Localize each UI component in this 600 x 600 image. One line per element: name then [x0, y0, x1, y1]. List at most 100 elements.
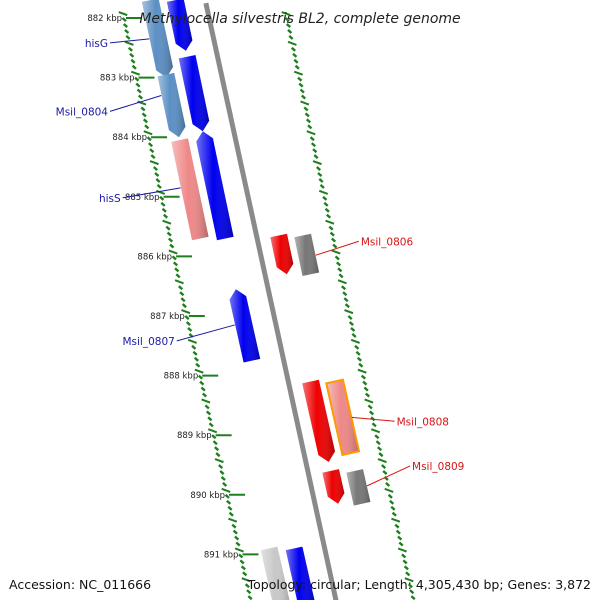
- gc-skew-mark: [130, 70, 141, 76]
- gc-skew-mark: [181, 303, 187, 309]
- gene-label-text: hisS: [99, 193, 121, 205]
- gc-skew-mark: [344, 309, 354, 315]
- gc-skew-mark: [309, 136, 315, 142]
- gc-skew-mark: [401, 553, 407, 559]
- gc-skew-mark: [324, 207, 330, 213]
- gene-label-Msil_0806: Msil_0806: [315, 236, 414, 256]
- gc-skew-mark: [300, 100, 310, 106]
- gc-skew-mark: [360, 374, 366, 380]
- gc-skew-mark: [364, 398, 374, 404]
- gc-skew-mark: [235, 541, 241, 547]
- tick-label: 888 kbp: [164, 372, 199, 382]
- gc-skew-mark: [241, 577, 251, 583]
- gene-label-hisS: hisS: [99, 187, 181, 205]
- gc-skew-mark: [323, 201, 329, 207]
- gc-skew-mark: [305, 118, 312, 124]
- gc-skew-mark: [391, 517, 401, 523]
- gc-skew-mark: [403, 565, 409, 571]
- gc-skew-mark: [281, 11, 291, 17]
- gc-skew-mark: [334, 255, 340, 261]
- gc-skew-mark: [242, 571, 248, 577]
- gene-label-text: Msil_0808: [397, 416, 449, 428]
- gc-skew-mark: [168, 249, 178, 255]
- gc-skew-mark: [336, 261, 342, 267]
- gc-skew-mark: [331, 249, 341, 255]
- gc-skew-mark: [231, 523, 237, 529]
- gc-skew-mark: [228, 511, 234, 517]
- gc-skew-mark: [294, 64, 300, 70]
- feature-hisG-cds: [166, 0, 193, 51]
- gc-skew-mark: [152, 166, 159, 171]
- gc-skew-mark: [205, 410, 212, 416]
- gene-labels: hisG Msil_0804 hisS Msil_0806 Msil_0807 Msil_…: [56, 38, 464, 487]
- gc-skew-mark: [134, 76, 140, 82]
- gc-skew-mark: [219, 470, 225, 475]
- gc-skew-mark: [238, 553, 244, 559]
- gc-skew-mark: [362, 380, 368, 386]
- gc-skew-mark: [332, 243, 338, 249]
- gc-skew-mark: [150, 154, 156, 160]
- gc-skew-mark: [377, 446, 383, 452]
- tick-label: 885 kbp: [125, 193, 160, 203]
- gc-skew-mark: [384, 487, 394, 493]
- gene-label-text: Msil_0806: [361, 236, 414, 248]
- gc-skew-mark: [165, 225, 171, 231]
- gc-skew-mark: [185, 321, 191, 326]
- gc-skew-mark: [161, 207, 167, 213]
- gc-skew-mark: [184, 315, 190, 320]
- gene-label-text: hisG: [85, 38, 108, 50]
- gc-skew-mark: [147, 142, 154, 148]
- gc-skew-mark: [149, 160, 159, 166]
- gc-skew-mark: [303, 106, 309, 112]
- gc-skew-mark: [178, 285, 184, 291]
- gc-skew-mark: [312, 160, 322, 166]
- gc-skew-mark: [199, 380, 205, 386]
- gc-skew-mark: [195, 362, 201, 368]
- gene-label-text: Msil_0807: [122, 336, 174, 348]
- gc-skew-mark: [287, 29, 293, 34]
- gc-skew-mark: [342, 291, 348, 297]
- gc-skew-mark: [350, 327, 356, 332]
- gc-skew-mark: [389, 499, 395, 505]
- gc-skew-mark: [234, 547, 244, 553]
- gc-skew-mark: [179, 291, 185, 297]
- gc-skew-mark: [284, 17, 290, 22]
- feature-Msil_0809-gene: [346, 469, 371, 506]
- gc-skew-mark: [127, 46, 133, 52]
- gc-skew-mark: [318, 178, 324, 183]
- gc-skew-mark: [363, 386, 369, 392]
- gc-skew-mark: [409, 589, 415, 595]
- gc-skew-mark: [375, 440, 381, 446]
- genome-backbone: [203, 2, 339, 600]
- gc-skew-mark: [313, 154, 319, 160]
- gc-skew-mark: [191, 344, 197, 350]
- gc-skew-mark: [129, 52, 135, 58]
- gc-skew-mark: [200, 386, 206, 392]
- gc-skew-mark: [160, 201, 166, 207]
- gc-skew-mark: [207, 428, 218, 434]
- gc-skew-mark: [197, 374, 203, 380]
- gc-skew-mark: [312, 148, 318, 154]
- gc-skew-mark: [310, 142, 317, 148]
- gc-skew-mark: [350, 338, 360, 344]
- gc-skew-mark: [155, 178, 161, 183]
- tick-label: 886 kbp: [137, 252, 172, 262]
- feature-Msil_0809-cds: [322, 469, 345, 504]
- gc-skew-ring: [118, 11, 416, 600]
- gc-skew-mark: [304, 112, 310, 118]
- gc-skew-mark: [337, 267, 343, 273]
- gc-skew-mark: [227, 505, 233, 511]
- gc-skew-mark: [370, 428, 381, 434]
- tick-label: 891 kbp: [204, 550, 239, 560]
- gc-skew-mark: [171, 255, 177, 261]
- gc-skew-mark: [315, 166, 322, 171]
- gc-skew-mark: [239, 559, 245, 565]
- gc-skew-mark: [215, 452, 221, 458]
- gc-skew-mark: [192, 350, 198, 356]
- gc-skew-mark: [173, 261, 179, 267]
- gc-skew-mark: [293, 70, 304, 76]
- gc-skew-mark: [410, 595, 416, 600]
- gc-skew-mark: [221, 487, 231, 493]
- feature-Msil_0807-cds: [229, 289, 261, 363]
